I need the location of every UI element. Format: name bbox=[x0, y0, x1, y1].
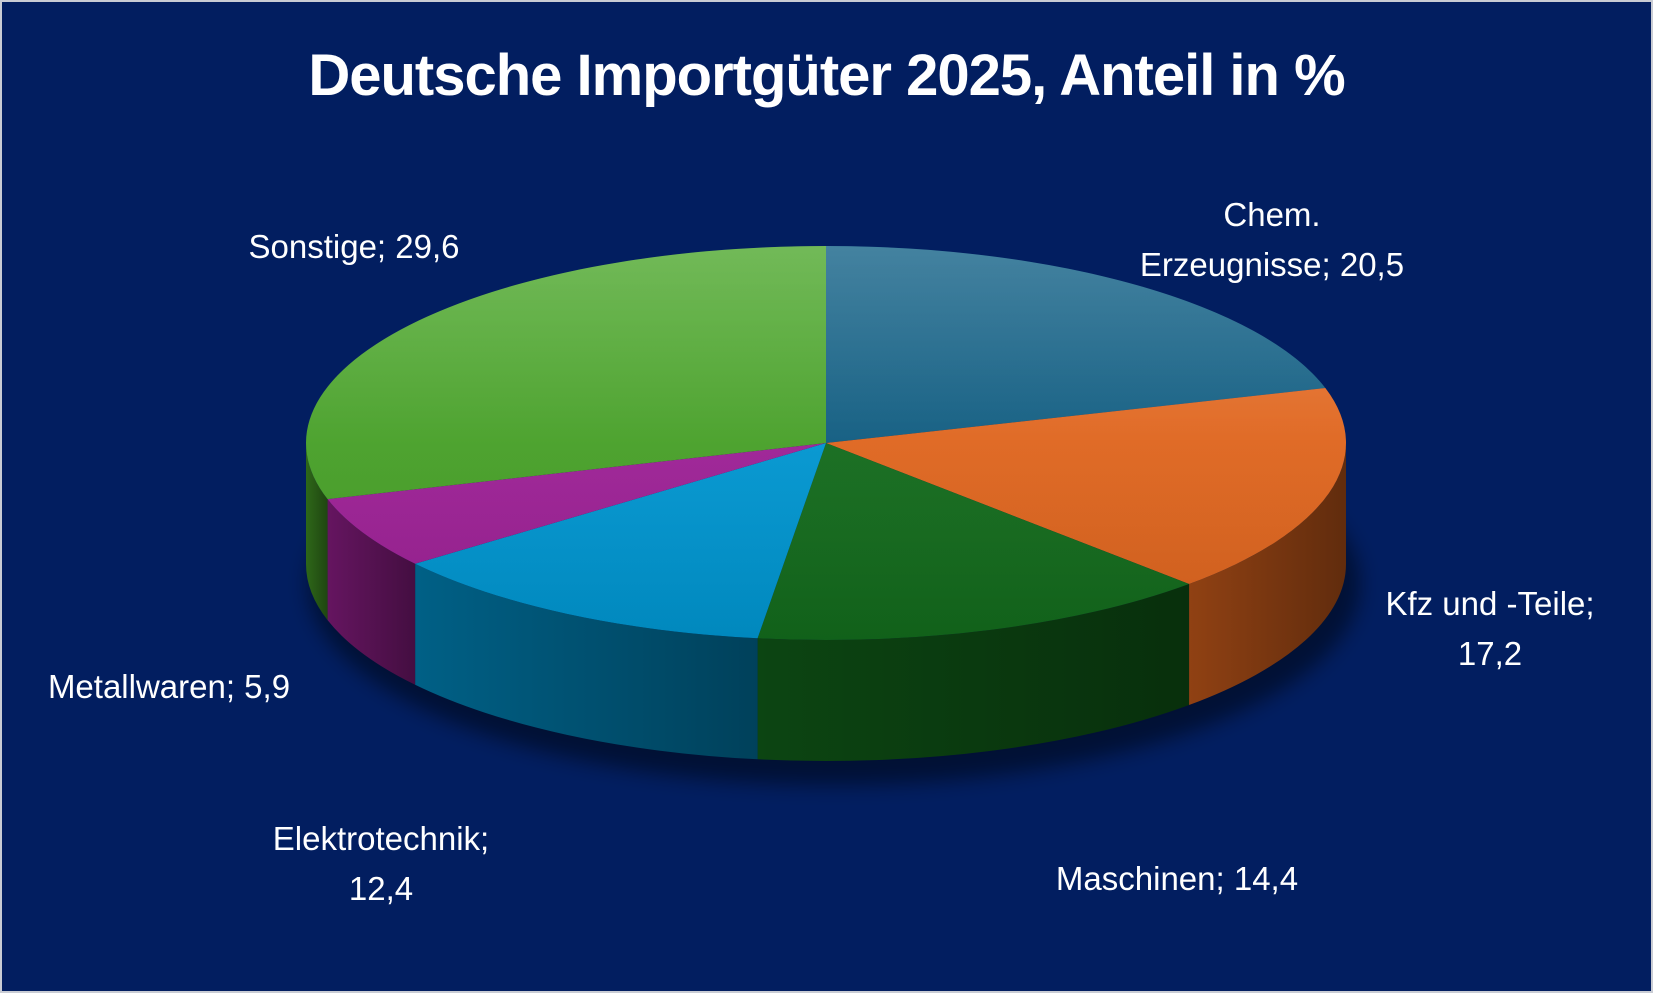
data-label-line: Sonstige; 29,6 bbox=[248, 228, 460, 265]
data-label-line: Erzeugnisse; 20,5 bbox=[1139, 246, 1405, 283]
data-label-line: Metallwaren; 5,9 bbox=[47, 668, 291, 705]
data-label-sonstige: Sonstige; 29,6 bbox=[249, 222, 460, 272]
data-label-line: 17,2 bbox=[1457, 635, 1523, 672]
pie-gloss bbox=[306, 246, 1346, 640]
chart-title: Deutsche Importgüter 2025, Anteil in % bbox=[308, 43, 1345, 108]
slice-side-metallwaren bbox=[327, 499, 416, 685]
data-label-line: Maschinen; 14,4 bbox=[1055, 860, 1299, 897]
data-label-kfz-und-teile: Kfz und -Teile; 17,2 bbox=[1385, 579, 1594, 679]
data-label-maschinen: Maschinen; 14,4 bbox=[1056, 854, 1298, 904]
slice-side-sonstige bbox=[306, 443, 328, 621]
data-label-line: Kfz und -Teile; bbox=[1385, 585, 1595, 622]
data-label-line: Elektrotechnik; bbox=[272, 820, 490, 857]
slice-side-elektrotechnik bbox=[415, 563, 758, 760]
data-label-line: 12,4 bbox=[348, 870, 414, 907]
data-label-chem-erzeugnisse: Chem. Erzeugnisse; 20,5 bbox=[1140, 190, 1404, 290]
slice-side-maschinen bbox=[757, 584, 1190, 761]
data-label-line: Chem. bbox=[1223, 196, 1321, 233]
data-label-elektrotechnik: Elektrotechnik; 12,4 bbox=[273, 814, 489, 914]
data-label-metallwaren: Metallwaren; 5,9 bbox=[48, 662, 290, 712]
slice-side-kfz-und-teile bbox=[1189, 443, 1346, 706]
